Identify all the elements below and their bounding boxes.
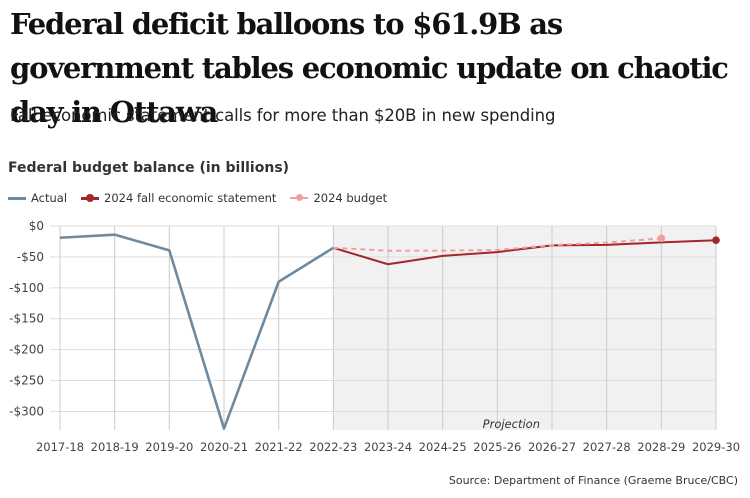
- series-line-fall_statement: [333, 239, 717, 266]
- x-tick-label: 2020-21: [200, 440, 248, 454]
- y-tick-label: -$300: [9, 404, 44, 418]
- source-credit: Source: Department of Finance (Graeme Br…: [448, 474, 738, 487]
- y-tick-label: -$50: [17, 250, 44, 264]
- x-tick-label: 2024-25: [419, 440, 467, 454]
- headline: Federal deficit balloons to $61.9B as go…: [10, 7, 729, 129]
- legend-label-actual: Actual: [31, 191, 68, 205]
- series-line-actual: [59, 233, 335, 430]
- x-tick-label: 2025-26: [473, 440, 521, 454]
- legend-swatch-actual: [8, 196, 26, 200]
- end-marker-budget: [657, 234, 666, 243]
- x-tick-label: 2017-18: [36, 440, 84, 454]
- x-tick-label: 2021-22: [255, 440, 303, 454]
- x-tick-label: 2022-23: [309, 440, 357, 454]
- y-tick-label: -$200: [9, 343, 44, 357]
- y-tick-label: -$250: [9, 374, 44, 388]
- x-tick-label: 2027-28: [583, 440, 631, 454]
- chart-plot: $0 -$50 -$100 -$150 -$200 -$250 -$300 2017-18 20…: [9, 219, 740, 454]
- projection-label: Projection: [483, 417, 540, 431]
- x-tick-label: 2028-29: [637, 440, 685, 454]
- x-tick-label: 2019-20: [145, 440, 193, 454]
- projection-shade: [333, 226, 716, 430]
- y-tick-label: $0: [29, 219, 44, 233]
- legend-label-budget: 2024 budget: [313, 191, 388, 205]
- legend-item-fall-statement: 2024 fall economic statement: [81, 191, 276, 205]
- subhead: Fall economic statement calls for more t…: [10, 106, 556, 125]
- legend-item-budget: 2024 budget: [290, 191, 387, 205]
- chart-legend: Actual 2024 fall economic statement 2024…: [8, 191, 401, 205]
- end-marker-fall_statement: [712, 236, 720, 245]
- y-tick-label: -$100: [9, 281, 44, 295]
- x-tick-label: 2023-24: [364, 440, 412, 454]
- y-tick-label: -$150: [9, 312, 44, 326]
- legend-label-fall-statement: 2024 fall economic statement: [104, 191, 277, 205]
- x-tick-label: 2029-30: [692, 440, 740, 454]
- x-tick-label: 2018-19: [91, 440, 139, 454]
- legend-swatch-budget: [290, 194, 309, 201]
- legend-swatch-fall-statement: [81, 193, 100, 202]
- legend-item-actual: Actual: [8, 191, 67, 205]
- x-tick-label: 2026-27: [528, 440, 576, 454]
- chart-title: Federal budget balance (in billions): [8, 160, 290, 176]
